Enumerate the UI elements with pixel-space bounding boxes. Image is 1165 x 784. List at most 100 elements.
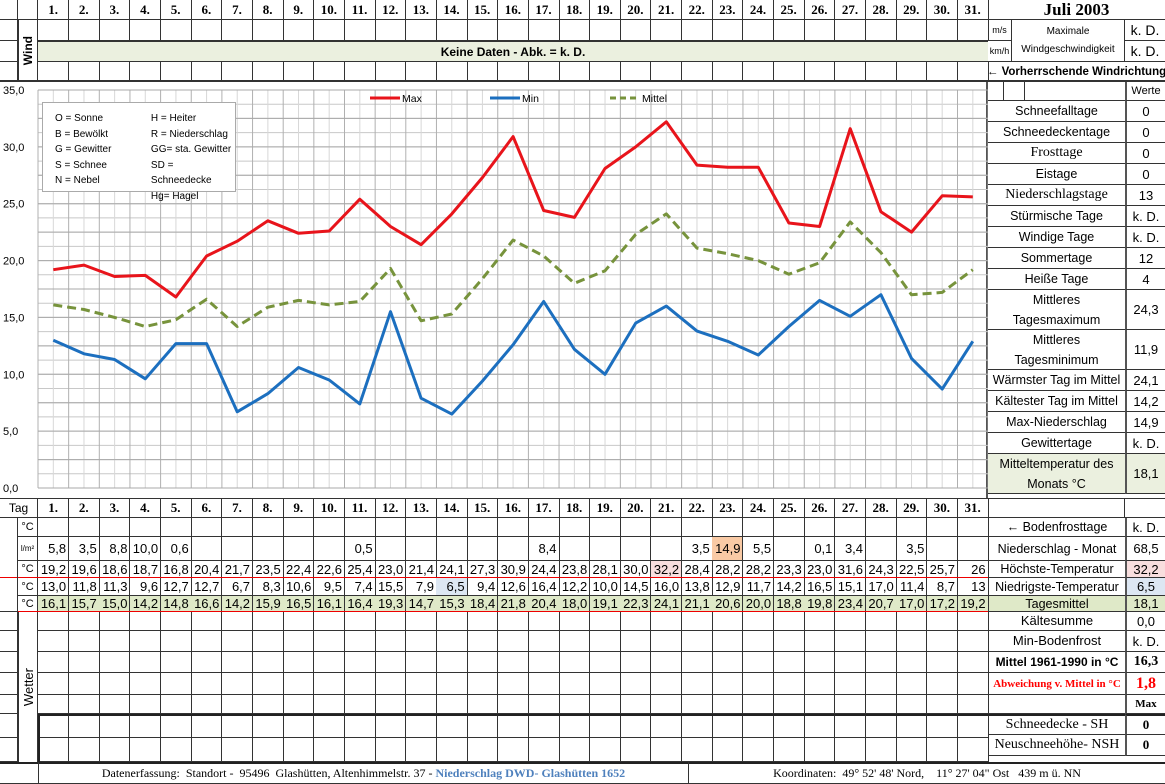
wetter-day-cell[interactable] xyxy=(283,673,315,695)
wind-day-cell[interactable] xyxy=(68,20,100,41)
table-cell[interactable] xyxy=(865,537,897,561)
wetter-day-cell[interactable] xyxy=(68,631,100,652)
table-cell[interactable]: 18,4 xyxy=(467,596,499,612)
table-cell[interactable] xyxy=(804,518,836,537)
wind-day-cell[interactable] xyxy=(926,62,958,82)
table-cell[interactable]: 28,2 xyxy=(712,561,744,578)
wetter-day-cell[interactable] xyxy=(589,714,621,738)
table-cell[interactable] xyxy=(221,537,254,561)
table-cell[interactable] xyxy=(896,518,928,537)
wetter-day-cell[interactable] xyxy=(804,714,836,738)
wind-day-cell[interactable] xyxy=(405,20,437,41)
wetter-day-cell[interactable] xyxy=(38,695,70,714)
wetter-day-cell[interactable] xyxy=(589,673,621,695)
wetter-day-cell[interactable] xyxy=(436,695,468,714)
wetter-day-cell[interactable] xyxy=(160,695,192,714)
table-cell[interactable]: 21,8 xyxy=(497,596,529,612)
wind-day-cell[interactable] xyxy=(589,62,621,82)
table-cell[interactable]: 8,7 xyxy=(926,578,958,596)
table-cell[interactable]: 15,3 xyxy=(436,596,468,612)
table-cell[interactable] xyxy=(589,537,621,561)
wind-day-cell[interactable] xyxy=(896,62,928,82)
table-cell[interactable]: 20,7 xyxy=(865,596,897,612)
wind-day-cell[interactable] xyxy=(681,20,713,41)
wind-day-cell[interactable] xyxy=(313,62,345,82)
wetter-day-cell[interactable] xyxy=(804,673,836,695)
wind-day-cell[interactable] xyxy=(283,20,315,41)
wind-day-cell[interactable] xyxy=(221,20,254,41)
wetter-day-cell[interactable] xyxy=(528,631,560,652)
wetter-day-cell[interactable] xyxy=(313,714,345,738)
wind-day-cell[interactable] xyxy=(804,20,836,41)
wetter-day-cell[interactable] xyxy=(896,738,928,762)
wetter-day-cell[interactable] xyxy=(681,631,713,652)
table-cell[interactable]: 13 xyxy=(957,578,989,596)
table-cell[interactable]: 7,9 xyxy=(405,578,437,596)
table-cell[interactable] xyxy=(344,518,376,537)
table-cell[interactable] xyxy=(252,518,284,537)
wind-day-cell[interactable] xyxy=(436,62,468,82)
table-cell[interactable]: 8,8 xyxy=(99,537,131,561)
wetter-day-cell[interactable] xyxy=(804,738,836,762)
table-cell[interactable]: 20,0 xyxy=(742,596,775,612)
wetter-day-cell[interactable] xyxy=(375,673,407,695)
table-cell[interactable]: 16,8 xyxy=(160,561,192,578)
wind-day-cell[interactable] xyxy=(38,20,70,41)
wetter-day-cell[interactable] xyxy=(375,631,407,652)
wetter-day-cell[interactable] xyxy=(712,631,744,652)
wetter-day-cell[interactable] xyxy=(834,714,867,738)
wetter-day-cell[interactable] xyxy=(405,738,437,762)
table-cell[interactable] xyxy=(68,518,100,537)
wetter-day-cell[interactable] xyxy=(99,714,131,738)
wetter-day-cell[interactable] xyxy=(589,631,621,652)
wetter-day-cell[interactable] xyxy=(651,738,683,762)
table-cell[interactable]: 27,3 xyxy=(467,561,499,578)
table-cell[interactable] xyxy=(313,518,345,537)
wetter-day-cell[interactable] xyxy=(957,631,989,652)
wetter-day-cell[interactable] xyxy=(497,631,529,652)
table-cell[interactable]: 10,6 xyxy=(283,578,315,596)
wetter-day-cell[interactable] xyxy=(129,652,162,673)
wetter-day-cell[interactable] xyxy=(283,612,315,631)
wetter-day-cell[interactable] xyxy=(865,652,897,673)
wetter-day-cell[interactable] xyxy=(528,612,560,631)
wetter-day-cell[interactable] xyxy=(865,738,897,762)
wind-day-cell[interactable] xyxy=(620,20,652,41)
table-cell[interactable] xyxy=(436,537,468,561)
table-cell[interactable]: 15,1 xyxy=(834,578,867,596)
table-cell[interactable] xyxy=(38,518,70,537)
table-cell[interactable]: 11,4 xyxy=(896,578,928,596)
table-cell[interactable]: 15,9 xyxy=(252,596,284,612)
table-cell[interactable]: 16,0 xyxy=(651,578,683,596)
wind-day-cell[interactable] xyxy=(681,62,713,82)
wetter-day-cell[interactable] xyxy=(467,612,499,631)
wetter-day-cell[interactable] xyxy=(681,612,713,631)
table-cell[interactable]: 0,6 xyxy=(160,537,192,561)
wetter-day-cell[interactable] xyxy=(129,612,162,631)
wetter-day-cell[interactable] xyxy=(773,612,805,631)
wetter-day-cell[interactable] xyxy=(926,695,958,714)
table-cell[interactable] xyxy=(99,518,131,537)
wetter-day-cell[interactable] xyxy=(344,695,376,714)
wetter-day-cell[interactable] xyxy=(436,714,468,738)
wetter-day-cell[interactable] xyxy=(681,673,713,695)
wetter-day-cell[interactable] xyxy=(742,631,775,652)
wetter-day-cell[interactable] xyxy=(467,738,499,762)
wind-day-cell[interactable] xyxy=(160,62,192,82)
wetter-day-cell[interactable] xyxy=(589,652,621,673)
wetter-day-cell[interactable] xyxy=(436,673,468,695)
wetter-day-cell[interactable] xyxy=(865,695,897,714)
table-cell[interactable]: 32,2 xyxy=(651,561,683,578)
wind-day-cell[interactable] xyxy=(865,20,897,41)
wetter-day-cell[interactable] xyxy=(773,631,805,652)
wetter-day-cell[interactable] xyxy=(436,612,468,631)
wetter-day-cell[interactable] xyxy=(681,695,713,714)
table-cell[interactable]: 9,4 xyxy=(467,578,499,596)
table-cell[interactable]: 14,2 xyxy=(221,596,254,612)
wind-day-cell[interactable] xyxy=(742,20,775,41)
wetter-day-cell[interactable] xyxy=(834,738,867,762)
table-cell[interactable]: 23,4 xyxy=(834,596,867,612)
wetter-day-cell[interactable] xyxy=(221,631,254,652)
table-cell[interactable]: 25,7 xyxy=(926,561,958,578)
table-cell[interactable]: 28,2 xyxy=(742,561,775,578)
